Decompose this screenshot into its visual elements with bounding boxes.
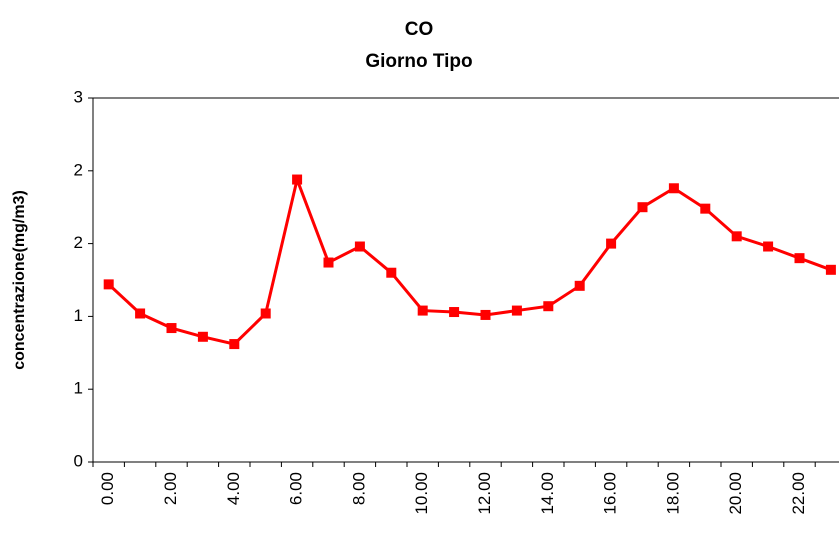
marker: [606, 238, 617, 249]
marker: [354, 241, 365, 252]
y-tick-label: 1: [74, 379, 83, 398]
x-tick-label: 14.00: [538, 472, 557, 515]
line: [107, 174, 832, 346]
chart-title: CO: [405, 19, 434, 40]
y-axis-label: concentrazione(mg/m3): [11, 190, 28, 370]
y-tick-label: 1: [74, 306, 83, 325]
x-tick-label: 6.00: [287, 472, 306, 505]
x-tick-label: 16.00: [601, 472, 620, 515]
marker: [166, 323, 177, 334]
marker: [574, 280, 585, 291]
y-tick-label: 3: [74, 87, 83, 106]
marker: [292, 174, 303, 185]
marker: [700, 203, 711, 214]
marker: [825, 264, 836, 275]
marker: [323, 257, 334, 268]
marker: [731, 231, 742, 242]
x-tick-label: 10.00: [412, 472, 431, 515]
marker: [229, 339, 240, 350]
x-tick-label: 4.00: [224, 472, 243, 505]
x-tick-label: 2.00: [161, 472, 180, 505]
marker: [417, 305, 428, 316]
marker: [794, 253, 805, 264]
marker: [260, 308, 271, 319]
x-tick-label: 0.00: [98, 472, 117, 505]
y-tick-label: 2: [74, 160, 83, 179]
marker: [668, 183, 679, 194]
marker: [103, 279, 114, 290]
x-tick-label: 20.00: [726, 472, 745, 515]
marker: [543, 301, 554, 312]
marker: [386, 267, 397, 278]
y-tick-label: 2: [74, 233, 83, 252]
marker: [637, 202, 648, 213]
x-tick-label: 8.00: [349, 472, 368, 505]
y-tick-label: 0: [74, 451, 83, 470]
marker: [135, 308, 146, 319]
chart-subtitle: Giorno Tipo: [365, 51, 472, 72]
x-tick-label: 12.00: [475, 472, 494, 515]
marker: [449, 307, 460, 318]
marker: [197, 331, 208, 342]
marker: [511, 305, 522, 316]
x-tick-label: 22.00: [789, 472, 808, 515]
x-tick-label: 18.00: [663, 472, 682, 515]
marker: [480, 309, 491, 320]
marker: [763, 241, 774, 252]
